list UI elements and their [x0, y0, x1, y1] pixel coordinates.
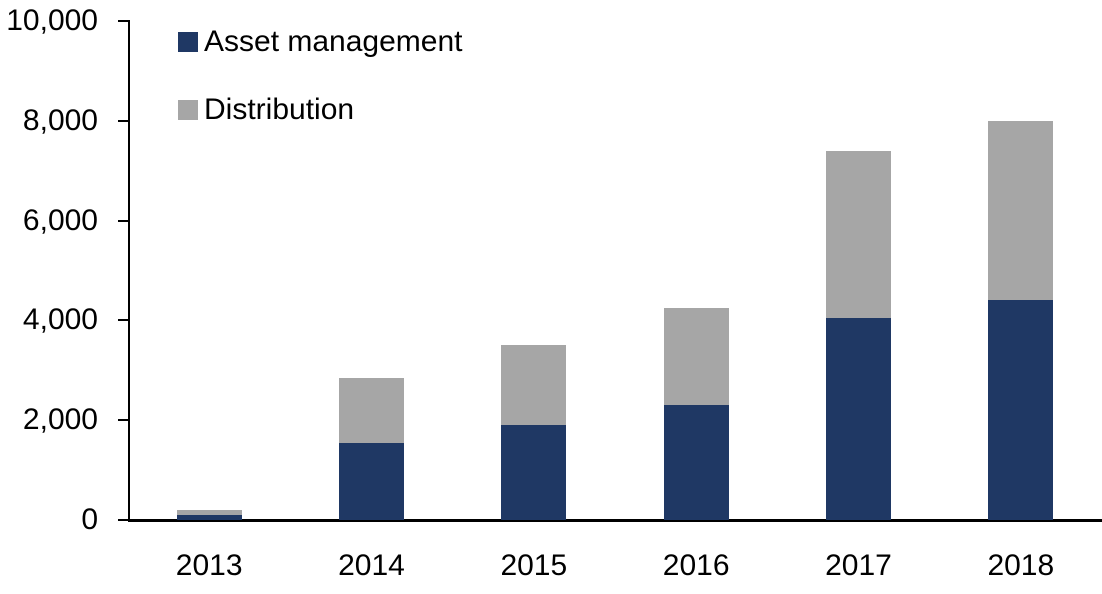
- y-axis-tick: [118, 219, 128, 222]
- y-axis-tick: [118, 119, 128, 122]
- y-axis-tick-label: 4,000: [22, 303, 98, 337]
- x-axis-line: [128, 519, 1102, 522]
- x-axis-label: 2017: [825, 549, 892, 582]
- x-axis-label: 2014: [338, 549, 405, 582]
- bar-segment-distribution-2018: [988, 120, 1054, 301]
- y-axis-tick-label: 8,000: [22, 103, 98, 137]
- y-axis-tick: [118, 419, 128, 422]
- y-axis-line: [128, 20, 130, 522]
- bar-segment-asset-management-2016: [663, 405, 729, 520]
- bar-segment-distribution-2017: [826, 150, 891, 318]
- y-axis-tick-label: 10,000: [6, 4, 98, 37]
- y-axis-tick: [118, 519, 128, 521]
- legend-item-asset-management: Asset management: [178, 27, 462, 57]
- bar-segment-asset-management-2015: [501, 425, 567, 520]
- y-axis-tick: [118, 319, 128, 322]
- x-axis-label: 2018: [987, 549, 1055, 582]
- y-axis-tick-label: 0: [81, 503, 98, 536]
- legend-marker-distribution: [178, 100, 198, 120]
- x-axis-label: 2013: [175, 549, 243, 582]
- legend-marker-asset-management: [178, 32, 198, 52]
- legend-item-distribution: Distribution: [178, 95, 462, 125]
- bar-segment-asset-management-2014: [339, 442, 404, 520]
- legend: Asset management Distribution: [178, 27, 462, 125]
- y-axis-tick: [118, 20, 128, 22]
- bar-segment-asset-management-2018: [988, 300, 1054, 520]
- bar-segment-distribution-2014: [339, 377, 404, 443]
- bar-segment-distribution-2016: [663, 307, 729, 406]
- bar-segment-distribution-2015: [501, 345, 567, 426]
- y-axis-tick-label: 6,000: [22, 203, 98, 237]
- y-axis-tick-label: 2,000: [22, 403, 98, 437]
- bar-segment-distribution-2013: [176, 510, 242, 515]
- x-axis-label: 2016: [662, 549, 730, 582]
- x-axis-label: 2015: [500, 549, 568, 582]
- bar-segment-asset-management-2013: [176, 515, 242, 520]
- legend-label-distribution: Distribution: [204, 93, 355, 126]
- legend-label-asset-management: Asset management: [204, 25, 463, 58]
- bar-segment-asset-management-2017: [826, 317, 891, 520]
